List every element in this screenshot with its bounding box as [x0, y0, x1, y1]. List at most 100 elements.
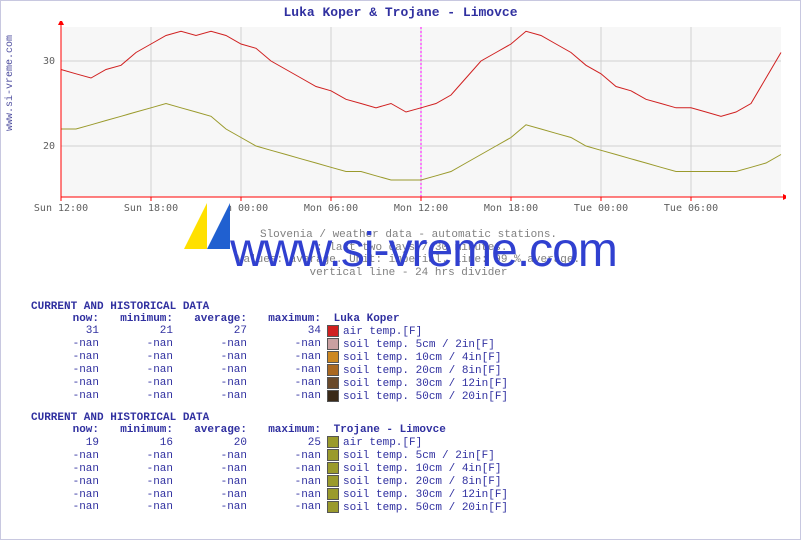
svg-text:Mon 00:00: Mon 00:00: [214, 203, 268, 214]
table-row: -nan-nan-nan-nansoil temp. 10cm / 4in[F]: [31, 351, 514, 364]
svg-text:Sun 18:00: Sun 18:00: [124, 203, 178, 214]
value-cell: -nan: [253, 338, 327, 351]
legend-label: soil temp. 10cm / 4in[F]: [343, 352, 501, 364]
table-row: -nan-nan-nan-nansoil temp. 50cm / 20in[F…: [31, 390, 514, 403]
value-cell: -nan: [105, 501, 179, 514]
value-cell: 27: [179, 325, 253, 338]
legend-label: soil temp. 20cm / 8in[F]: [343, 365, 501, 377]
caption-line: vertical line - 24 hrs divider: [309, 267, 507, 279]
value-cell: -nan: [179, 449, 253, 462]
value-cell: -nan: [31, 364, 105, 377]
legend-cell: air temp.[F]: [327, 325, 514, 338]
data-tables: CURRENT AND HISTORICAL DATAnow:minimum:a…: [31, 301, 514, 514]
caption-line: Values: average. Unit: imperial. Line: 9…: [237, 254, 580, 266]
svg-text:Mon 06:00: Mon 06:00: [304, 203, 358, 214]
value-cell: -nan: [253, 377, 327, 390]
col-header: average:: [179, 424, 253, 436]
value-cell: 19: [31, 436, 105, 449]
col-header: minimum:: [105, 313, 179, 325]
value-cell: 16: [105, 436, 179, 449]
value-cell: -nan: [179, 351, 253, 364]
col-header: average:: [179, 313, 253, 325]
value-cell: -nan: [253, 488, 327, 501]
value-cell: -nan: [105, 390, 179, 403]
legend-cell: soil temp. 10cm / 4in[F]: [327, 462, 514, 475]
value-cell: -nan: [105, 449, 179, 462]
legend-swatch-icon: [327, 462, 339, 474]
value-cell: -nan: [105, 475, 179, 488]
legend-label: air temp.[F]: [343, 326, 422, 338]
svg-text:Mon 18:00: Mon 18:00: [484, 203, 538, 214]
value-cell: -nan: [31, 449, 105, 462]
legend-swatch-icon: [327, 475, 339, 487]
legend-label: air temp.[F]: [343, 437, 422, 449]
value-cell: -nan: [105, 488, 179, 501]
value-cell: -nan: [179, 390, 253, 403]
value-cell: -nan: [179, 501, 253, 514]
table-row: -nan-nan-nan-nansoil temp. 30cm / 12in[F…: [31, 377, 514, 390]
legend-label: soil temp. 50cm / 20in[F]: [343, 502, 508, 514]
legend-cell: soil temp. 20cm / 8in[F]: [327, 475, 514, 488]
legend-cell: soil temp. 50cm / 20in[F]: [327, 501, 514, 514]
table-row: -nan-nan-nan-nansoil temp. 5cm / 2in[F]: [31, 449, 514, 462]
value-cell: -nan: [31, 338, 105, 351]
col-header: minimum:: [105, 424, 179, 436]
table-row: -nan-nan-nan-nansoil temp. 10cm / 4in[F]: [31, 462, 514, 475]
legend-swatch-icon: [327, 377, 339, 389]
value-cell: -nan: [31, 501, 105, 514]
legend-cell: soil temp. 30cm / 12in[F]: [327, 488, 514, 501]
station-name: Trojane - Limovce: [327, 424, 514, 436]
value-cell: -nan: [179, 364, 253, 377]
data-table: now:minimum:average:maximum: Luka Koper3…: [31, 313, 514, 402]
table-row: -nan-nan-nan-nansoil temp. 50cm / 20in[F…: [31, 501, 514, 514]
svg-text:20: 20: [43, 141, 55, 152]
col-header: now:: [31, 424, 105, 436]
svg-text:Tue 00:00: Tue 00:00: [574, 203, 628, 214]
value-cell: -nan: [105, 351, 179, 364]
value-cell: -nan: [179, 475, 253, 488]
legend-label: soil temp. 30cm / 12in[F]: [343, 489, 508, 501]
table-row: 31212734air temp.[F]: [31, 325, 514, 338]
page-frame: www.si-vreme.com Luka Koper & Trojane - …: [0, 0, 801, 540]
value-cell: -nan: [105, 377, 179, 390]
col-header: now:: [31, 313, 105, 325]
value-cell: -nan: [179, 462, 253, 475]
legend-cell: soil temp. 20cm / 8in[F]: [327, 364, 514, 377]
legend-label: soil temp. 30cm / 12in[F]: [343, 378, 508, 390]
legend-swatch-icon: [327, 436, 339, 448]
side-url-label: www.si-vreme.com: [5, 35, 16, 131]
legend-label: soil temp. 5cm / 2in[F]: [343, 450, 495, 462]
legend-swatch-icon: [327, 338, 339, 350]
legend-swatch-icon: [327, 390, 339, 402]
value-cell: -nan: [179, 488, 253, 501]
table-row: -nan-nan-nan-nansoil temp. 30cm / 12in[F…: [31, 488, 514, 501]
value-cell: 31: [31, 325, 105, 338]
value-cell: -nan: [253, 449, 327, 462]
col-header: maximum:: [253, 424, 327, 436]
table-title: CURRENT AND HISTORICAL DATA: [31, 412, 514, 424]
legend-label: soil temp. 10cm / 4in[F]: [343, 463, 501, 475]
value-cell: 34: [253, 325, 327, 338]
line-chart: 2030Sun 12:00Sun 18:00Mon 00:00Mon 06:00…: [31, 21, 786, 221]
data-table: now:minimum:average:maximum: Trojane - L…: [31, 424, 514, 513]
station-block: CURRENT AND HISTORICAL DATAnow:minimum:a…: [31, 301, 514, 402]
legend-cell: soil temp. 5cm / 2in[F]: [327, 338, 514, 351]
value-cell: -nan: [31, 488, 105, 501]
chart-title: Luka Koper & Trojane - Limovce: [1, 1, 800, 20]
value-cell: -nan: [105, 462, 179, 475]
svg-text:Tue 06:00: Tue 06:00: [664, 203, 718, 214]
value-cell: -nan: [105, 364, 179, 377]
legend-cell: soil temp. 50cm / 20in[F]: [327, 390, 514, 403]
value-cell: 25: [253, 436, 327, 449]
legend-cell: soil temp. 30cm / 12in[F]: [327, 377, 514, 390]
legend-swatch-icon: [327, 325, 339, 337]
table-row: -nan-nan-nan-nansoil temp. 20cm / 8in[F]: [31, 475, 514, 488]
caption-line: :: last two days / 30 minutes.: [309, 242, 507, 254]
table-row: -nan-nan-nan-nansoil temp. 20cm / 8in[F]: [31, 364, 514, 377]
legend-label: soil temp. 50cm / 20in[F]: [343, 390, 508, 402]
value-cell: -nan: [253, 501, 327, 514]
chart-caption: Slovenia / weather data - automatic stat…: [31, 229, 786, 280]
value-cell: -nan: [105, 338, 179, 351]
table-title: CURRENT AND HISTORICAL DATA: [31, 301, 514, 313]
legend-swatch-icon: [327, 488, 339, 500]
